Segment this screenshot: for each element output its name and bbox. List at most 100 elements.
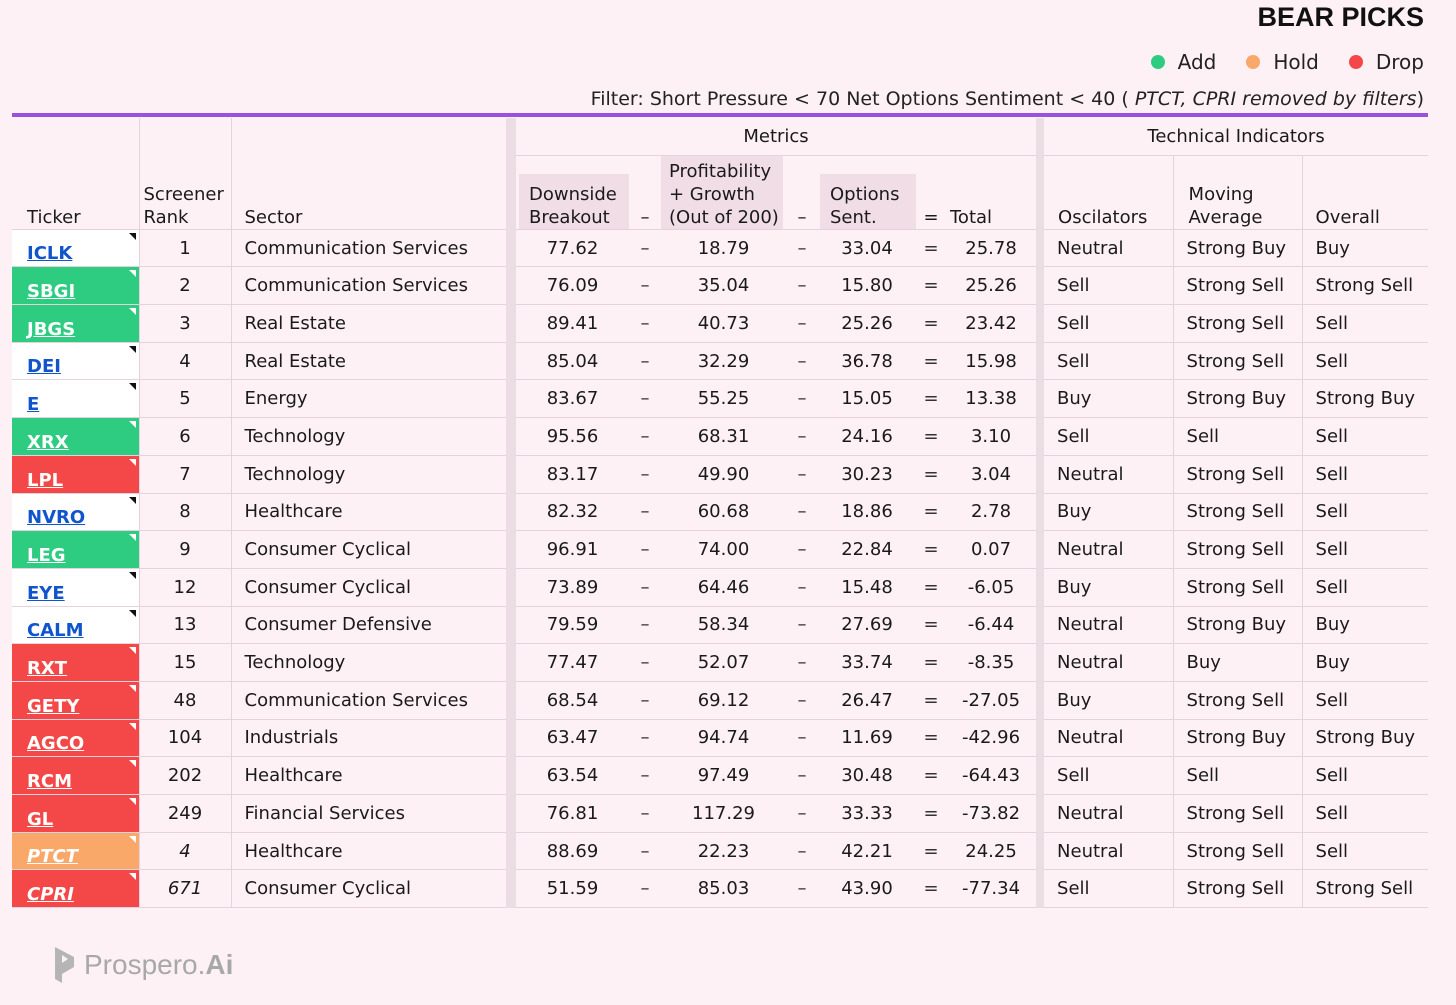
options-sent: 30.48 (818, 756, 916, 795)
downside-breakout: 95.56 (516, 417, 629, 456)
minus-sign: – (629, 417, 661, 456)
downside-breakout: 82.32 (516, 493, 629, 532)
overall: Sell (1302, 568, 1429, 607)
screener-rank: 15 (139, 643, 232, 682)
filter-note: PTCT, CPRI removed by filters (1134, 88, 1417, 110)
ticker-link[interactable]: EYE (27, 582, 65, 604)
minus-sign: – (629, 606, 661, 645)
profitability-growth: 94.74 (661, 719, 786, 758)
comment-indicator-icon (128, 835, 136, 843)
sector: Industrials (231, 719, 506, 758)
moving-average: Strong Sell (1173, 493, 1303, 532)
options-sent: 15.05 (818, 379, 916, 419)
downside-breakout: 89.41 (516, 304, 629, 343)
ticker-cell: GL (12, 794, 140, 833)
ticker-link[interactable]: NVRO (27, 507, 86, 529)
ticker-link[interactable]: XRX (27, 431, 69, 453)
profitability-growth: 32.29 (661, 342, 786, 381)
ticker-cell: EYE (12, 568, 140, 607)
ticker-link[interactable]: AGCO (27, 733, 85, 755)
ticker-link[interactable]: RCM (27, 771, 72, 792)
screener-rank: 202 (139, 756, 232, 795)
comment-indicator-icon (128, 873, 136, 881)
ticker-link[interactable]: E (27, 394, 40, 416)
ticker-link[interactable]: GL (27, 808, 54, 830)
col-overall: Overall (1302, 155, 1429, 230)
equals-sign: = (916, 756, 946, 795)
overall: Sell (1302, 304, 1429, 343)
minus-sign: – (629, 266, 661, 306)
sector: Consumer Cyclical (231, 869, 506, 909)
ticker-link[interactable]: JBGS (27, 318, 76, 340)
technical-group-header: Technical Indicators (1044, 118, 1429, 156)
table-row: CALM 13 Consumer Defensive 79.59–58.34–27.6… (12, 606, 1429, 645)
sector: Real Estate (231, 342, 506, 381)
sector: Technology (231, 643, 506, 682)
table-body: ICLK 1 Communication Services 77.62–18.79–3… (12, 229, 1429, 909)
sector: Healthcare (231, 832, 506, 871)
overall: Buy (1302, 606, 1429, 645)
minus-sign: – (629, 832, 661, 871)
minus-sign: – (786, 379, 818, 419)
overall: Strong Buy (1302, 379, 1429, 419)
profitability-growth: 68.31 (661, 417, 786, 456)
col-downside-breakout: Downside Breakout (516, 155, 629, 230)
moving-average: Strong Sell (1173, 530, 1303, 569)
screener-rank: 4 (139, 832, 232, 871)
minus-sign: – (786, 417, 818, 456)
downside-breakout: 76.09 (516, 266, 629, 306)
profitability-growth: 35.04 (661, 266, 786, 306)
legend-label: Add (1177, 50, 1217, 74)
ticker-link[interactable]: DEI (27, 356, 61, 378)
table-row: ICLK 1 Communication Services 77.62–18.79–3… (12, 229, 1429, 268)
ticker-link[interactable]: GETY (27, 695, 80, 717)
prospero-logo-icon (55, 947, 74, 983)
col-ticker: Ticker (12, 155, 140, 230)
group-header-row: Metrics Technical Indicators (12, 118, 1429, 156)
oscillators: Buy (1044, 493, 1174, 532)
ticker-link[interactable]: SBGI (27, 281, 76, 303)
ticker-cell: NVRO (12, 493, 140, 532)
table-row: LEG 9 Consumer Cyclical 96.91–74.00–22.84 = 0… (12, 530, 1429, 569)
moving-average: Sell (1173, 756, 1303, 795)
ticker-link[interactable]: PTCT (27, 846, 78, 868)
ticker-link[interactable]: CPRI (27, 884, 74, 906)
ticker-link[interactable]: LPL (27, 469, 64, 491)
ticker-link[interactable]: LEG (27, 544, 66, 566)
equals-sign: = (916, 832, 946, 871)
screener-rank: 13 (139, 606, 232, 645)
table-row: LPL 7 Technology 83.17–49.90–30.23 = 3.04 Neut… (12, 455, 1429, 494)
screener-rank: 3 (139, 304, 232, 343)
ticker-cell: CALM (12, 606, 140, 645)
overall: Sell (1302, 832, 1429, 871)
total: 15.98 (946, 342, 1037, 381)
table-row: NVRO 8 Healthcare 82.32–60.68–18.86 = 2.78 Buy… (12, 493, 1429, 532)
ticker-link[interactable]: CALM (27, 620, 84, 642)
comment-indicator-icon (128, 760, 136, 768)
table-row: JBGS 3 Real Estate 89.41–40.73–25.26 = 23.42 S… (12, 304, 1429, 343)
options-sent: 26.47 (818, 681, 916, 720)
profitability-growth: 18.79 (661, 229, 786, 268)
downside-breakout: 63.47 (516, 719, 629, 758)
moving-average: Strong Buy (1173, 379, 1303, 419)
overall: Sell (1302, 493, 1429, 532)
ticker-cell: RCM (12, 756, 140, 795)
profitability-growth: 60.68 (661, 493, 786, 532)
overall: Buy (1302, 229, 1429, 268)
ticker-link[interactable]: RXT (27, 657, 68, 679)
comment-indicator-icon (128, 232, 136, 240)
equals-sign: = (916, 643, 946, 682)
equals-sign: = (916, 794, 946, 833)
minus-sign: – (629, 568, 661, 607)
ticker-link[interactable]: ICLK (27, 243, 73, 265)
total: -8.35 (946, 643, 1037, 682)
col-profitability: Profitability + Growth (Out of 200) (661, 155, 786, 230)
total: -73.82 (946, 794, 1037, 833)
moving-average: Strong Sell (1173, 681, 1303, 720)
comment-indicator-icon (128, 421, 136, 429)
hold-dot-icon (1246, 55, 1261, 69)
comment-indicator-icon (128, 496, 136, 504)
options-sent: 15.80 (818, 266, 916, 306)
minus-sign: – (629, 304, 661, 343)
options-sent: 43.90 (818, 869, 916, 909)
